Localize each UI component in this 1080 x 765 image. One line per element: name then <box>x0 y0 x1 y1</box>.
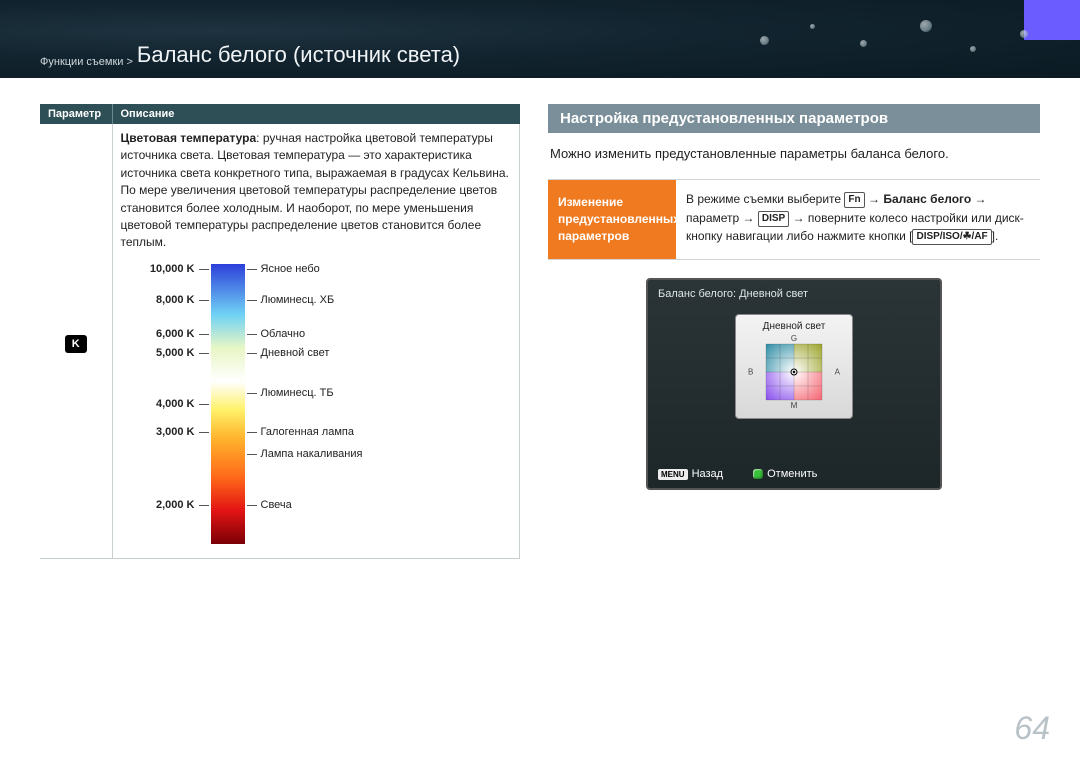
kelvin-spectrum-bar <box>211 264 245 544</box>
axis-m: M <box>791 401 798 410</box>
lcd-back: MENU Назад <box>658 468 723 480</box>
lcd-back-label: Назад <box>692 468 724 480</box>
kelvin-right-label: Облачно <box>261 328 306 340</box>
kelvin-left-label: 10,000 K <box>150 263 195 275</box>
kelvin-right-labels: Ясное небо Люминесц. ХБ Облачно Дневной све… <box>261 264 421 544</box>
kelvin-right-label: Лампа накаливания <box>261 448 363 460</box>
page-number: 64 <box>1014 710 1050 747</box>
breadcrumb: Функции съемки > <box>40 56 133 68</box>
tick <box>247 353 257 354</box>
desc-bold: Цветовая температура <box>121 131 257 145</box>
instr-period: . <box>995 229 998 243</box>
axis-g: G <box>791 334 797 343</box>
parameter-table: Параметр Описание K Цветовая температура… <box>40 104 520 559</box>
kelvin-left-label: 3,000 K <box>156 426 195 438</box>
desc-body: : ручная настройка цветовой температуры … <box>121 131 509 249</box>
lcd-footer: MENU Назад Отменить <box>658 468 930 480</box>
kelvin-right-label: Ясное небо <box>261 263 320 275</box>
header-decor-dots <box>720 6 1070 66</box>
wb-adjust-panel: Дневной свет G M B A <box>735 314 853 419</box>
kelvin-spectrum-chart: 10,000 K 8,000 K 6,000 K 5,000 K 4,000 K 3,00… <box>135 264 512 544</box>
fn-chip: Fn <box>844 192 864 208</box>
kelvin-right-label: Люминесц. ХБ <box>261 294 335 306</box>
tick <box>247 300 257 301</box>
menu-chip: MENU <box>658 469 688 480</box>
camera-lcd-preview: Баланс белого: Дневной свет Дневной свет… <box>646 278 942 490</box>
kelvin-left-label: 2,000 K <box>156 499 195 511</box>
kelvin-left-ticks <box>195 264 211 544</box>
kelvin-left-label: 8,000 K <box>156 294 195 306</box>
kelvin-right-label: Галогенная лампа <box>261 426 354 438</box>
page-header: Функции съемки > Баланс белого (источник… <box>0 0 1080 78</box>
th-parameter: Параметр <box>40 104 112 124</box>
instr-label-l2: предустановленных <box>558 212 680 226</box>
instruction-box: Изменение предустановленных параметров В… <box>548 179 1040 259</box>
tick <box>199 353 209 354</box>
wb-grid-svg <box>758 336 830 408</box>
lcd-title: Баланс белого: Дневной свет <box>658 288 930 300</box>
button-row-chip: DISP/ISO/☘/AF <box>912 229 991 245</box>
tick <box>199 505 209 506</box>
wb-color-grid: G M B A <box>758 336 830 408</box>
kelvin-right-label: Свеча <box>261 499 292 511</box>
instruction-label: Изменение предустановленных параметров <box>548 180 676 258</box>
lcd-cancel: Отменить <box>753 468 817 480</box>
axis-a: A <box>835 367 840 376</box>
th-description: Описание <box>112 104 520 124</box>
disp-chip: DISP <box>758 211 789 227</box>
tick <box>247 334 257 335</box>
color-temp-description: Цветовая температура: ручная настройка ц… <box>121 130 512 252</box>
wb-bold: Баланс белого <box>883 192 971 206</box>
section-lead: Можно изменить предустановленные парамет… <box>550 145 1038 163</box>
instr-pre: В режиме съемки выберите <box>686 192 844 206</box>
tick <box>199 300 209 301</box>
arrow1: → <box>865 192 884 206</box>
page-title: Баланс белого (источник света) <box>137 42 460 68</box>
tick <box>247 505 257 506</box>
tick <box>199 269 209 270</box>
param-icon-cell: K <box>40 124 112 558</box>
lcd-cancel-label: Отменить <box>767 468 817 480</box>
tick <box>247 454 257 455</box>
tick <box>199 404 209 405</box>
tick <box>199 432 209 433</box>
tick <box>247 269 257 270</box>
kelvin-right-label: Люминесц. ТБ <box>261 387 334 399</box>
green-dot-icon <box>753 469 763 479</box>
kelvin-left-label: 6,000 K <box>156 328 195 340</box>
tick <box>247 393 257 394</box>
instruction-body: В режиме съемки выберите Fn → Баланс бел… <box>676 180 1040 258</box>
kelvin-icon: K <box>65 335 87 353</box>
instr-label-l1: Изменение <box>558 195 623 209</box>
kelvin-left-label: 4,000 K <box>156 398 195 410</box>
kelvin-left-label: 5,000 K <box>156 347 195 359</box>
wb-preset-name: Дневной свет <box>744 321 844 332</box>
section-heading: Настройка предустановленных параметров <box>548 104 1040 133</box>
kelvin-left-labels: 10,000 K 8,000 K 6,000 K 5,000 K 4,000 K 3,00… <box>135 264 195 544</box>
param-desc-cell: Цветовая температура: ручная настройка ц… <box>112 124 520 558</box>
tick <box>199 334 209 335</box>
tick <box>247 432 257 433</box>
axis-b: B <box>748 367 753 376</box>
instr-label-l3: параметров <box>558 229 629 243</box>
kelvin-right-label: Дневной свет <box>261 347 330 359</box>
kelvin-right-ticks <box>245 264 261 544</box>
